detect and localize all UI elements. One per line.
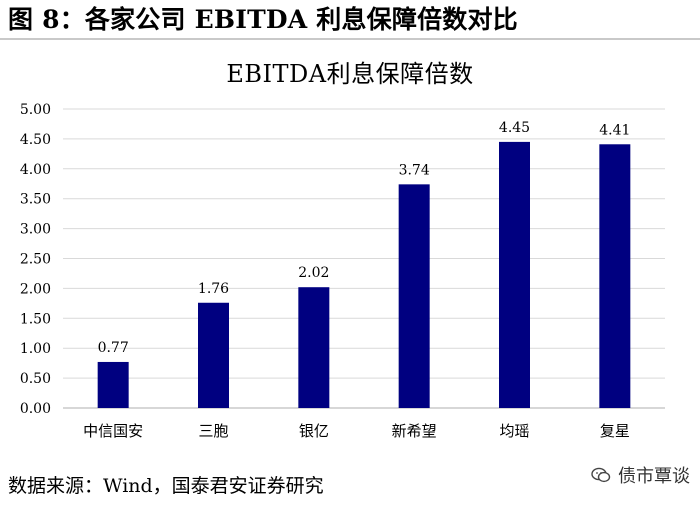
bar-chart: 0.00 0.50 1.00 1.50 2.00 2.50 3.00 3.50 4.00 4.50… (20, 102, 665, 440)
y-tick-label: 4.00 (20, 162, 51, 178)
data-label: 3.74 (399, 162, 430, 178)
data-label: 4.45 (499, 120, 530, 136)
y-tick-label: 2.00 (20, 281, 51, 297)
bar (398, 184, 430, 408)
x-tick-label: 三胞 (198, 422, 228, 440)
wechat-icon (590, 466, 612, 484)
y-tick-label: 0.00 (20, 401, 51, 417)
x-tick-label: 复星 (600, 422, 630, 440)
bar (198, 302, 229, 408)
figure-title: 图 8：各家公司 EBITDA 利息保障倍数对比 (8, 4, 518, 34)
watermark-text: 债市覃谈 (618, 466, 690, 487)
x-tick-label: 新希望 (392, 422, 437, 440)
bar (298, 287, 330, 408)
data-label: 1.76 (198, 281, 229, 297)
y-tick-label: 1.00 (20, 341, 51, 357)
y-tick-label: 0.50 (20, 371, 51, 387)
watermark: 债市覃谈 (590, 462, 690, 488)
source-note: 数据来源：Wind，国泰君安证券研究 (8, 475, 324, 497)
y-tick-label: 3.50 (20, 192, 51, 208)
chart-title: EBITDA利息保障倍数 (226, 60, 474, 88)
bar (97, 361, 129, 408)
y-tick-label: 4.50 (20, 132, 51, 148)
data-label: 4.41 (599, 122, 630, 138)
data-label: 2.02 (298, 265, 329, 281)
y-tick-label: 3.00 (20, 222, 51, 238)
x-tick-label: 银亿 (299, 422, 329, 440)
x-tick-label: 中信国安 (83, 422, 143, 440)
bar (599, 144, 631, 409)
x-tick-label: 均瑶 (499, 422, 529, 440)
y-tick-label: 1.50 (20, 311, 51, 327)
bar (499, 141, 530, 408)
data-label: 0.77 (98, 340, 129, 356)
chart-area: EBITDA利息保障倍数 0.00 0.50 1.00 1.50 2.00 2.50 3.0… (0, 48, 700, 440)
figure-header: 图 8：各家公司 EBITDA 利息保障倍数对比 (0, 0, 700, 40)
y-tick-label: 5.00 (20, 102, 51, 118)
y-tick-label: 2.50 (20, 252, 51, 268)
